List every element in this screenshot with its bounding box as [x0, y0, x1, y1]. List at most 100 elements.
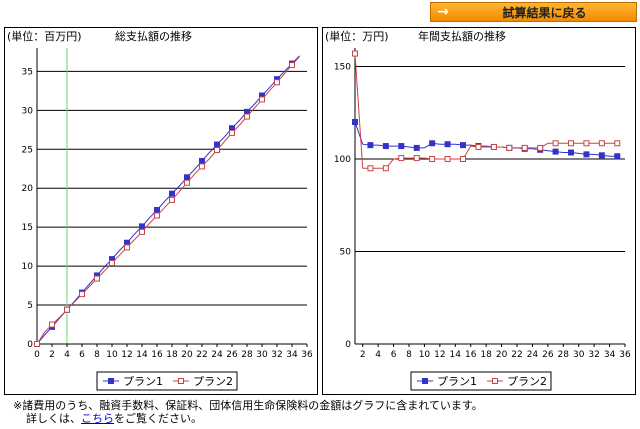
- legend-label-2: プラン2: [193, 375, 233, 388]
- data-point: [154, 207, 160, 214]
- data-point: [124, 244, 130, 251]
- y-tick-label: 50: [340, 248, 352, 258]
- footnote: ※諸費用のうち、融資手数料、保証料、団体信用生命保険料の金額はグラフに含まれてい…: [13, 399, 483, 425]
- data-point: [367, 142, 374, 149]
- x-tick-label: 6: [79, 350, 85, 360]
- data-point: [94, 275, 100, 282]
- legend-label-2: プラン2: [507, 375, 547, 388]
- data-point: [475, 143, 482, 150]
- y-tick-label: 100: [334, 155, 351, 165]
- data-point: [274, 79, 280, 86]
- y-tick-label: 0: [27, 340, 33, 350]
- y-tick-label: 10: [22, 262, 34, 272]
- x-tick-label: 4: [375, 350, 381, 360]
- data-point: [614, 140, 621, 147]
- data-point: [49, 321, 55, 328]
- x-tick-label: 30: [256, 350, 268, 360]
- data-point: [382, 143, 389, 150]
- data-point: [244, 113, 250, 120]
- chart-title: 総支払額の推移: [115, 29, 192, 43]
- legend-marker: [108, 378, 114, 384]
- details-link[interactable]: こちら: [81, 412, 114, 425]
- x-tick-label: 14: [450, 350, 462, 360]
- x-tick-label: 32: [588, 350, 599, 360]
- x-tick-label: 6: [391, 350, 397, 360]
- data-point: [352, 50, 358, 57]
- data-point: [259, 96, 265, 103]
- x-tick-label: 8: [406, 350, 412, 360]
- x-tick-label: 28: [241, 350, 253, 360]
- footnote-line-2: 詳しくは、こちらをご覧ください。: [13, 412, 483, 425]
- x-tick-label: 26: [542, 350, 554, 360]
- data-point: [429, 156, 436, 162]
- series-line-1: [354, 121, 618, 157]
- x-tick-label: 16: [151, 350, 163, 360]
- y-tick-label: 20: [22, 184, 34, 194]
- data-point: [490, 143, 497, 150]
- data-point: [413, 155, 420, 162]
- data-point: [367, 165, 374, 172]
- chart-panel-total-payment: (単位：百万円) 総支払額の推移 0 5 10 15 20 25 30 35 0 2 4 6 8 10 12 14…: [4, 27, 318, 395]
- legend-marker: [422, 378, 428, 384]
- chart-title: 年間支払額の推移: [418, 29, 506, 43]
- x-tick-label: 18: [166, 350, 178, 360]
- x-tick-label: 4: [64, 350, 70, 360]
- x-tick-label: 10: [106, 350, 118, 360]
- y-tick-label: 35: [22, 67, 33, 77]
- data-point: [413, 144, 420, 151]
- back-to-results-button[interactable]: → 試算結果に戻る: [430, 2, 637, 22]
- data-point: [521, 144, 528, 151]
- footnote-suffix: をご覧ください。: [114, 412, 202, 425]
- x-tick-label: 26: [226, 350, 238, 360]
- legend: [410, 371, 552, 391]
- x-tick-label: 12: [121, 350, 132, 360]
- legend-marker: [492, 378, 498, 384]
- data-point: [398, 155, 405, 162]
- x-tick-label: 28: [558, 350, 570, 360]
- x-tick-label: 18: [480, 350, 492, 360]
- data-point: [199, 157, 205, 164]
- legend-label-1: プラン1: [437, 375, 477, 388]
- back-button-label: 試算結果に戻る: [502, 5, 587, 20]
- data-point: [169, 190, 175, 197]
- y-tick-label: 30: [22, 106, 34, 116]
- data-point: [583, 151, 590, 158]
- data-point: [568, 149, 574, 156]
- footnote-line-1: ※諸費用のうち、融資手数料、保証料、団体信用生命保険料の金額はグラフに含まれてい…: [13, 399, 483, 412]
- data-point: [583, 140, 590, 147]
- x-tick-label: 12: [434, 350, 445, 360]
- data-point: [79, 291, 85, 298]
- data-point: [552, 148, 559, 155]
- x-tick-label: 22: [511, 350, 522, 360]
- x-tick-label: 32: [271, 350, 282, 360]
- data-point: [64, 306, 70, 313]
- x-tick-label: 10: [419, 350, 431, 360]
- data-point: [214, 141, 220, 148]
- x-tick-label: 30: [573, 350, 585, 360]
- x-tick-label: 24: [211, 350, 223, 360]
- data-point: [352, 119, 358, 125]
- x-tick-label: 8: [94, 350, 100, 360]
- data-point: [398, 143, 405, 150]
- data-point: [34, 341, 40, 347]
- data-point: [184, 174, 190, 181]
- legend-label-1: プラン1: [123, 375, 163, 388]
- data-point: [169, 196, 175, 203]
- data-point: [154, 212, 160, 219]
- y-tick-label: 25: [22, 145, 33, 155]
- data-point: [598, 140, 605, 147]
- data-point: [289, 62, 295, 69]
- data-point: [139, 223, 145, 230]
- data-point: [568, 140, 574, 147]
- x-tick-label: 22: [196, 350, 207, 360]
- data-point: [229, 129, 235, 136]
- x-tick-label: 20: [496, 350, 508, 360]
- data-point: [537, 144, 544, 151]
- y-tick-label: 5: [27, 301, 33, 311]
- x-tick-label: 0: [34, 350, 40, 360]
- data-point: [444, 156, 451, 162]
- x-tick-label: 2: [49, 350, 55, 360]
- data-point: [139, 228, 145, 235]
